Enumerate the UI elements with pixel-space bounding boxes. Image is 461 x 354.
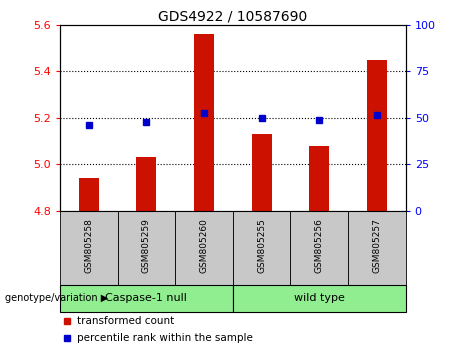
Bar — [60, 211, 118, 285]
Text: GSM805258: GSM805258 — [84, 218, 93, 273]
Bar — [60, 285, 233, 312]
Title: GDS4922 / 10587690: GDS4922 / 10587690 — [158, 10, 307, 24]
Bar — [233, 211, 290, 285]
Bar — [348, 211, 406, 285]
Bar — [194, 34, 214, 211]
Text: GSM805259: GSM805259 — [142, 218, 151, 273]
Bar — [290, 211, 348, 285]
Text: GSM805257: GSM805257 — [372, 218, 381, 273]
Bar — [252, 134, 272, 211]
Bar — [233, 285, 406, 312]
Bar — [309, 145, 329, 211]
Text: GSM805260: GSM805260 — [200, 218, 208, 273]
Text: percentile rank within the sample: percentile rank within the sample — [77, 333, 253, 343]
Bar — [79, 178, 99, 211]
Text: GSM805255: GSM805255 — [257, 218, 266, 273]
Text: genotype/variation ▶: genotype/variation ▶ — [5, 293, 108, 303]
Bar — [367, 59, 387, 211]
Bar — [175, 211, 233, 285]
Bar — [118, 211, 175, 285]
Text: GSM805256: GSM805256 — [315, 218, 324, 273]
Text: wild type: wild type — [294, 293, 345, 303]
Bar — [136, 157, 156, 211]
Text: transformed count: transformed count — [77, 316, 174, 326]
Text: Caspase-1 null: Caspase-1 null — [106, 293, 187, 303]
